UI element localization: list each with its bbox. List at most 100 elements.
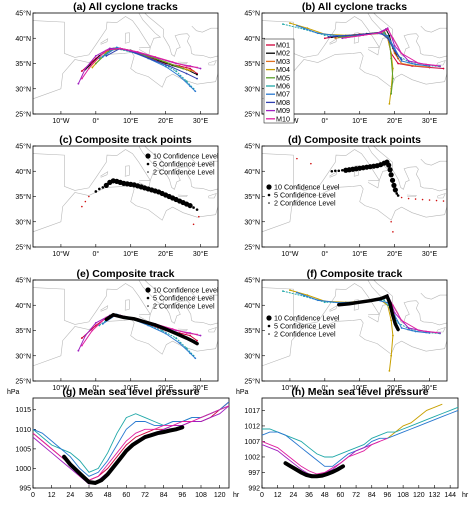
series-point-m05 xyxy=(337,36,340,39)
series-point-m09 xyxy=(199,67,202,70)
x-tick-label: 20°E xyxy=(387,250,403,258)
legend-label: 10 Confidence Level xyxy=(274,183,340,192)
series-point-m04 xyxy=(388,370,391,372)
confidence-point-2 xyxy=(421,198,424,201)
series-point-m06 xyxy=(161,329,164,332)
y-tick-label: 40°N xyxy=(15,168,31,176)
series-point-m01 xyxy=(80,337,83,339)
coastline xyxy=(420,158,447,166)
x-tick-label: 10°W xyxy=(52,384,70,392)
series-point-m07 xyxy=(316,32,319,35)
composite-pressure-line xyxy=(62,425,185,485)
coastline xyxy=(208,327,217,333)
series-line-m07 xyxy=(296,292,430,334)
x-axis-unit: hr xyxy=(462,492,469,499)
panel-title: (b) All cyclone tracks xyxy=(302,1,407,13)
y-tick-label: 25°N xyxy=(244,111,260,119)
confidence-point-5 xyxy=(101,186,105,189)
series-point-m10 xyxy=(80,344,83,347)
series-point-m07 xyxy=(428,332,431,334)
coastline xyxy=(124,165,130,177)
series-point-m09 xyxy=(77,349,80,352)
confidence-point-5 xyxy=(192,206,195,209)
series-point-m03 xyxy=(414,65,417,67)
coastline xyxy=(100,305,109,312)
series-point-m06 xyxy=(383,299,386,302)
panel-title: (e) Composite track xyxy=(76,268,174,280)
confidence-point-10 xyxy=(386,162,392,168)
coastline xyxy=(437,60,446,66)
series-line-m06 xyxy=(262,406,459,458)
confidence-point-2 xyxy=(88,195,90,198)
series-point-m09 xyxy=(439,332,441,334)
x-tick-label: 10°E xyxy=(352,384,368,392)
coastline xyxy=(367,313,380,323)
series-point-m06 xyxy=(282,290,284,293)
x-tick-label: 30°E xyxy=(422,384,438,392)
series-point-m07 xyxy=(393,47,396,50)
series-point-m09 xyxy=(77,82,80,85)
confidence-point-5 xyxy=(330,169,334,173)
series-point-m08 xyxy=(185,72,188,75)
series-point-m04 xyxy=(306,294,309,297)
y-tick-label: 40°N xyxy=(244,302,260,310)
series-point-m08 xyxy=(105,55,108,57)
plot-frame xyxy=(32,12,219,115)
x-tick-label: 10°E xyxy=(352,117,368,125)
confidence-point-5 xyxy=(94,190,98,193)
legend-marker xyxy=(147,171,149,173)
y-tick-label: 45°N xyxy=(244,277,260,285)
x-tick-label: 10°E xyxy=(352,250,368,258)
confidence-point-5 xyxy=(396,194,400,197)
series-point-m04 xyxy=(390,354,393,357)
series-point-m02 xyxy=(196,73,198,76)
series-point-m07 xyxy=(178,342,181,345)
x-tick-label: 48 xyxy=(321,492,329,499)
series-point-m09 xyxy=(439,65,441,67)
series-line-m05 xyxy=(95,48,184,69)
series-point-m07 xyxy=(414,63,417,66)
x-tick-label: 108 xyxy=(195,492,207,499)
series-point-m10 xyxy=(185,332,188,334)
panel-h: (h) Mean sea level pressure hPa 0 12 24 36 48 6… xyxy=(236,386,469,499)
legend-marker xyxy=(266,184,272,190)
x-tick-label: 48 xyxy=(104,492,112,499)
x-tick-label: 10°E xyxy=(123,117,139,125)
series-point-m04 xyxy=(391,334,394,337)
series-point-m07 xyxy=(115,46,118,49)
series-point-m10 xyxy=(171,61,174,63)
coastline xyxy=(367,179,380,189)
panel-title: (g) Mean sea level pressure xyxy=(62,386,199,398)
x-tick-label: 24 xyxy=(289,492,297,499)
series-line-m04 xyxy=(91,47,191,72)
series-line-m04 xyxy=(387,403,443,439)
coastline xyxy=(367,46,380,56)
series-point-m10 xyxy=(196,333,198,336)
x-tick-label: 108 xyxy=(397,492,409,499)
series-point-m06 xyxy=(323,301,326,304)
x-tick-label: 0° xyxy=(321,250,328,258)
series-point-m09 xyxy=(108,47,111,50)
legend-marker xyxy=(267,193,271,197)
coastline xyxy=(191,25,218,33)
confidence-point-10 xyxy=(103,182,109,188)
coastline xyxy=(353,165,359,177)
series-point-m07 xyxy=(296,291,298,294)
legend-marker xyxy=(145,153,151,159)
series-point-m10 xyxy=(400,319,403,322)
y-tick-label: 1010 xyxy=(15,427,31,434)
confidence-point-2 xyxy=(84,200,87,203)
x-tick-label: 0° xyxy=(92,250,99,258)
confidence-point-5 xyxy=(98,187,101,191)
confidence-point-10 xyxy=(387,167,393,173)
confidence-point-2 xyxy=(81,205,83,208)
x-tick-label: 144 xyxy=(444,492,456,499)
coastline xyxy=(261,185,448,233)
legend-label: 5 Confidence Level xyxy=(153,294,215,303)
coastline xyxy=(177,61,188,64)
x-tick-label: 120 xyxy=(214,492,226,499)
coastline xyxy=(100,38,109,45)
series-point-m10 xyxy=(386,28,389,31)
coastline xyxy=(373,279,448,326)
x-tick-label: 0° xyxy=(92,117,99,125)
